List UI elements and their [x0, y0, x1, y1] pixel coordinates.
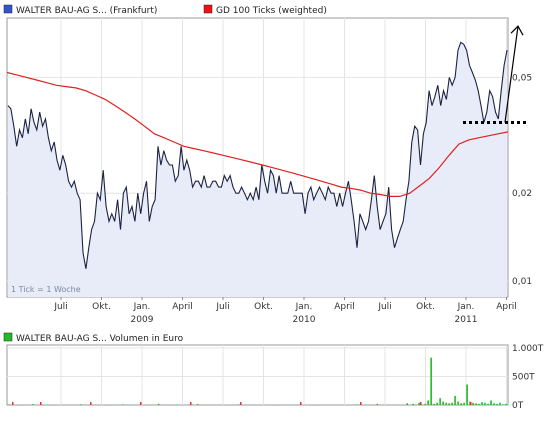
- tick-note: 1 Tick = 1 Woche: [11, 285, 81, 294]
- volume-bar: [376, 404, 378, 405]
- x-tick-label: Juli: [215, 302, 229, 312]
- legend-swatch-price: [4, 5, 12, 13]
- volume-bar: [412, 404, 414, 405]
- volume-bar: [356, 404, 358, 405]
- volume-bar: [460, 403, 462, 405]
- volume-bar: [478, 404, 480, 405]
- legend-label-price: WALTER BAU-AG S... (Frankfurt): [16, 6, 157, 16]
- volume-bar: [436, 403, 438, 405]
- y-tick-label: 0,02: [512, 189, 532, 199]
- volume-bar: [445, 403, 447, 405]
- volume-y-tick-label: 1.000T: [512, 344, 544, 354]
- x-tick-label: Jan.: [133, 302, 151, 312]
- volume-marker: [300, 402, 302, 405]
- volume-bar: [505, 404, 507, 405]
- volume-bar: [472, 403, 474, 405]
- x-year-label: 2010: [293, 315, 316, 325]
- volume-y-tick-label: 0T: [512, 401, 524, 411]
- volume-bar: [197, 404, 199, 405]
- volume-marker: [240, 402, 242, 405]
- legend-label-ma: GD 100 Ticks (weighted): [216, 6, 327, 16]
- volume-marker: [420, 402, 422, 405]
- volume-bar: [457, 402, 459, 405]
- volume-marker: [190, 402, 192, 405]
- y-tick-label: 0,01: [512, 277, 532, 287]
- x-tick-label: April: [496, 302, 517, 312]
- volume-bar: [475, 403, 477, 405]
- legend-label-volume: WALTER BAU-AG S... Volumen in Euro: [16, 334, 184, 344]
- volume-marker: [470, 402, 472, 405]
- volume-bar: [502, 404, 504, 405]
- volume-bar: [442, 402, 444, 405]
- volume-bar: [439, 398, 441, 405]
- volume-bar: [80, 404, 82, 405]
- legend-swatch-ma: [204, 5, 212, 13]
- volume-bar: [463, 403, 465, 405]
- x-year-label: 2011: [455, 315, 478, 325]
- y-tick-label: 0,05: [512, 73, 532, 83]
- legend-swatch-volume: [4, 333, 12, 341]
- volume-bar: [427, 400, 429, 405]
- x-year-label: 2009: [131, 315, 154, 325]
- volume-bar: [499, 403, 501, 405]
- volume-bar: [490, 400, 492, 405]
- volume-bar: [406, 403, 408, 405]
- x-tick-label: Okt.: [92, 302, 111, 312]
- x-tick-label: Jan.: [457, 302, 475, 312]
- x-tick-label: Okt.: [416, 302, 435, 312]
- volume-bar: [493, 403, 495, 405]
- volume-bar: [496, 404, 498, 405]
- volume-y-tick-label: 500T: [512, 373, 535, 383]
- x-tick-label: Juli: [377, 302, 391, 312]
- volume-bar: [466, 384, 468, 405]
- volume-bar: [433, 404, 435, 405]
- volume-bar: [32, 404, 34, 405]
- volume-bar: [158, 404, 160, 405]
- volume-marker: [12, 402, 14, 405]
- volume-bar: [451, 403, 453, 405]
- x-tick-label: Jan.: [295, 302, 313, 312]
- volume-bar: [484, 403, 486, 405]
- x-tick-label: April: [334, 302, 355, 312]
- volume-bar: [418, 403, 420, 405]
- volume-bar: [448, 403, 450, 405]
- volume-bar: [481, 402, 483, 405]
- x-tick-label: Juli: [53, 302, 67, 312]
- volume-bar: [122, 404, 124, 405]
- x-tick-label: April: [172, 302, 193, 312]
- volume-bar: [487, 404, 489, 405]
- volume-bar: [430, 358, 432, 405]
- x-tick-label: Okt.: [254, 302, 273, 312]
- volume-bar: [454, 396, 456, 405]
- volume-bar: [424, 404, 426, 405]
- volume-plot-area: [7, 345, 508, 405]
- volume-marker: [90, 402, 92, 405]
- volume-marker: [140, 402, 142, 405]
- volume-marker: [360, 402, 362, 405]
- volume-marker: [40, 402, 42, 405]
- volume-bar: [8, 404, 10, 405]
